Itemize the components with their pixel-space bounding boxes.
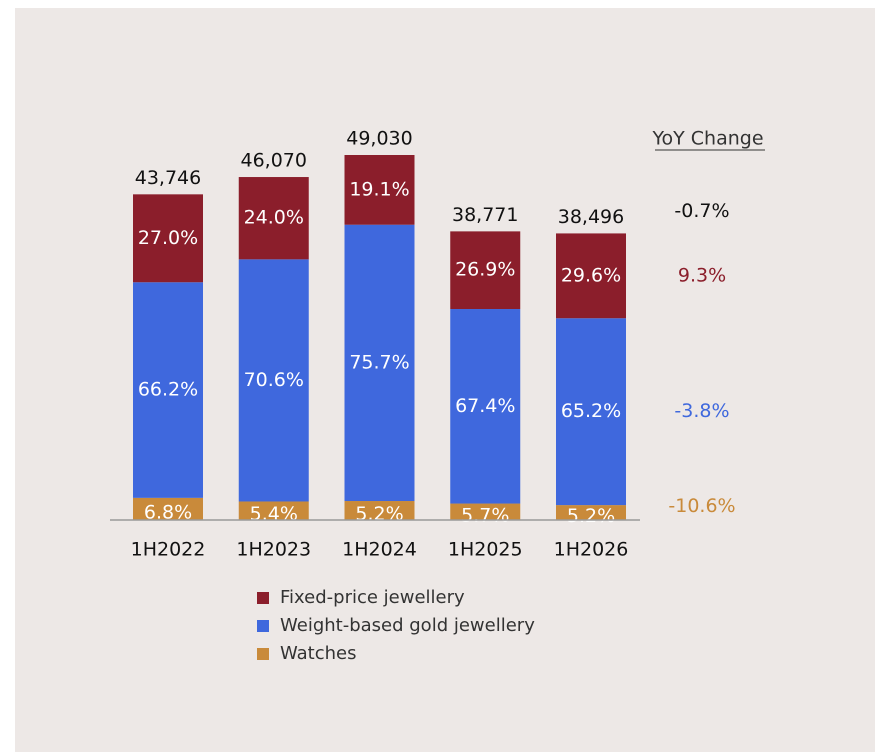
segment-label: 66.2% xyxy=(138,379,198,401)
segment-label: 5.2% xyxy=(355,503,403,525)
bar-segment xyxy=(450,503,521,520)
total-label: 43,746 xyxy=(135,167,201,189)
bar-segment xyxy=(238,177,309,260)
segment-label: 5.7% xyxy=(461,504,509,526)
segment-label: 24.0% xyxy=(244,207,304,229)
x-tick-label: 1H2022 xyxy=(131,539,206,561)
legend-label: Fixed-price jewellery xyxy=(280,587,465,608)
segment-label: 26.9% xyxy=(455,259,515,281)
bar-segment xyxy=(450,231,521,310)
bar-segment xyxy=(133,282,203,498)
segment-label: 29.6% xyxy=(561,264,621,286)
bar-segment xyxy=(344,155,415,225)
segment-label: 75.7% xyxy=(349,351,409,373)
bar-segment xyxy=(556,505,626,520)
legend-label: Weight-based gold jewellery xyxy=(280,615,535,636)
legend-swatch xyxy=(257,648,269,660)
bar-segment xyxy=(450,309,521,504)
x-tick-label: 1H2025 xyxy=(448,539,523,561)
yoy-series: -10.6% xyxy=(668,495,735,517)
bar-segment xyxy=(344,501,415,520)
segment-label: 65.2% xyxy=(561,400,621,422)
legend-swatch xyxy=(257,620,269,632)
bar-segment xyxy=(344,224,415,502)
bar-segment xyxy=(556,233,626,319)
yoy-series: -3.8% xyxy=(674,400,729,422)
segment-label: 6.8% xyxy=(144,501,192,523)
bar-segment xyxy=(238,259,309,502)
legend-swatch xyxy=(257,592,269,604)
yoy-series: 9.3% xyxy=(678,264,726,286)
bar-segment xyxy=(133,194,203,283)
x-tick-label: 1H2024 xyxy=(342,539,417,561)
x-tick-label: 1H2023 xyxy=(236,539,311,561)
total-label: 46,070 xyxy=(241,150,307,172)
bar-segment xyxy=(133,497,203,520)
total-label: 38,496 xyxy=(558,206,624,228)
yoy-total: -0.7% xyxy=(674,200,729,222)
total-label: 49,030 xyxy=(346,128,412,150)
segment-label: 19.1% xyxy=(349,178,409,200)
segment-label: 27.0% xyxy=(138,227,198,249)
segment-label: 5.4% xyxy=(250,503,298,525)
legend-label: Watches xyxy=(280,643,357,664)
total-label: 38,771 xyxy=(452,204,518,226)
x-tick-label: 1H2026 xyxy=(554,539,629,561)
segment-label: 67.4% xyxy=(455,395,515,417)
bar-segment xyxy=(556,318,626,506)
yoy-title: YoY Change xyxy=(651,128,763,150)
segment-label: 5.2% xyxy=(567,505,615,527)
bar-segment xyxy=(238,501,309,520)
segment-label: 70.6% xyxy=(244,369,304,391)
